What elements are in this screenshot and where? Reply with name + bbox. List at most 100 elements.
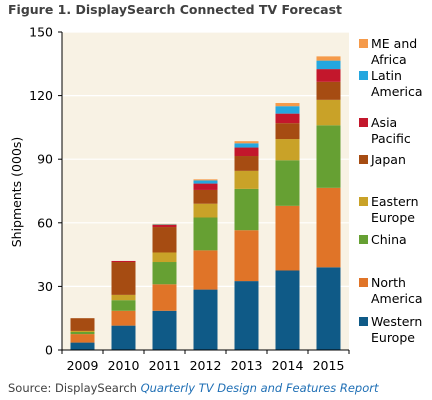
bar-segment: [275, 106, 300, 114]
bar-segment: [111, 262, 136, 295]
bar-segment: [275, 103, 300, 107]
bar-segment: [234, 188, 259, 231]
legend-label: America: [371, 84, 423, 99]
source-prefix: Source: DisplaySearch: [8, 381, 141, 395]
bars: [70, 56, 341, 350]
legend-label: Latin: [371, 68, 402, 83]
bar-segment: [234, 281, 259, 350]
bar-segment: [111, 325, 136, 350]
bar-segment: [275, 113, 300, 124]
bar-segment: [111, 294, 136, 301]
bar-segment: [316, 267, 341, 350]
bar-segment: [193, 203, 218, 218]
legend-swatch: [359, 197, 368, 206]
bar-segment: [234, 230, 259, 282]
x-tick-label: 2011: [149, 358, 181, 373]
bar-segment: [316, 69, 341, 82]
y-tick-label: 30: [37, 279, 53, 294]
bar-segment: [234, 141, 259, 144]
bar-segment: [70, 334, 95, 343]
bar-segment: [70, 342, 95, 350]
y-tick-label: 0: [45, 343, 53, 358]
legend-swatch: [359, 235, 368, 244]
bar-segment: [275, 160, 300, 206]
y-tick-label: 90: [37, 152, 53, 167]
source-note: Source: DisplaySearch Quarterly TV Desig…: [8, 381, 379, 395]
bar-segment: [234, 156, 259, 171]
bar-segment: [234, 170, 259, 189]
bar-segment: [316, 56, 341, 61]
x-tick-label: 2012: [190, 358, 222, 373]
bar-segment: [316, 125, 341, 188]
bar-segment: [193, 289, 218, 350]
bar-segment: [193, 189, 218, 204]
legend: ME andAfricaLatinAmericaAsiaPacificJapan…: [359, 36, 423, 345]
bar-segment: [152, 224, 177, 228]
bar-segment: [193, 179, 218, 181]
legend-swatch: [359, 118, 368, 127]
bar-segment: [275, 270, 300, 350]
legend-swatch: [359, 278, 368, 287]
legend-label: Eastern: [371, 194, 419, 209]
y-tick-label: 150: [29, 25, 53, 40]
legend-label: China: [371, 232, 407, 247]
legend-entry: Japan: [359, 152, 406, 167]
legend-label: Japan: [370, 152, 406, 167]
bar-segment: [152, 252, 177, 263]
bar-segment: [193, 250, 218, 290]
bar-segment: [152, 310, 177, 350]
legend-entry: China: [359, 232, 407, 247]
x-tick-labels: 2009 2010 2011 2012 2013 2014 2015: [67, 358, 345, 373]
bar-segment: [152, 262, 177, 285]
bar-segment: [152, 284, 177, 311]
bar-segment: [316, 99, 341, 126]
legend-label: Pacific: [371, 131, 411, 146]
source-report-title: Quarterly TV Design and Features Report: [141, 381, 379, 395]
bar-segment: [193, 180, 218, 184]
bar-segment: [234, 147, 259, 157]
legend-label: North: [371, 275, 406, 290]
legend-label: ME and: [371, 36, 417, 51]
bar-segment: [234, 143, 259, 148]
bar-segment: [275, 205, 300, 271]
legend-swatch: [359, 317, 368, 326]
legend-label: Asia: [371, 115, 397, 130]
bar-segment: [70, 330, 95, 332]
x-tick-label: 2010: [108, 358, 140, 373]
bar-segment: [275, 123, 300, 140]
legend-label: Western: [371, 314, 422, 329]
legend-label: Europe: [371, 210, 415, 225]
x-tick-label: 2013: [231, 358, 263, 373]
legend-label: America: [371, 291, 423, 306]
x-tick-label: 2015: [313, 358, 345, 373]
bar-segment: [193, 217, 218, 251]
x-tick-label: 2014: [272, 358, 304, 373]
bar-segment: [111, 310, 136, 326]
bar-segment: [111, 300, 136, 311]
bar-segment: [316, 81, 341, 100]
bar-segment: [70, 331, 95, 335]
legend-label: Africa: [371, 52, 407, 67]
bar-segment: [193, 183, 218, 190]
legend-swatch: [359, 39, 368, 48]
y-tick-label: 60: [37, 215, 53, 230]
y-tick-labels: 0 30 60 90 120 150: [29, 25, 53, 358]
bar-segment: [70, 318, 95, 331]
y-tick-label: 120: [29, 88, 53, 103]
legend-swatch: [359, 71, 368, 80]
legend-label: Europe: [371, 330, 415, 345]
bar-segment: [316, 187, 341, 268]
bar-segment: [152, 227, 177, 253]
bar-segment: [316, 60, 341, 70]
bar-segment: [275, 139, 300, 161]
bar-segment: [152, 223, 177, 225]
axes: [58, 31, 350, 354]
bar-segment: [111, 260, 136, 263]
